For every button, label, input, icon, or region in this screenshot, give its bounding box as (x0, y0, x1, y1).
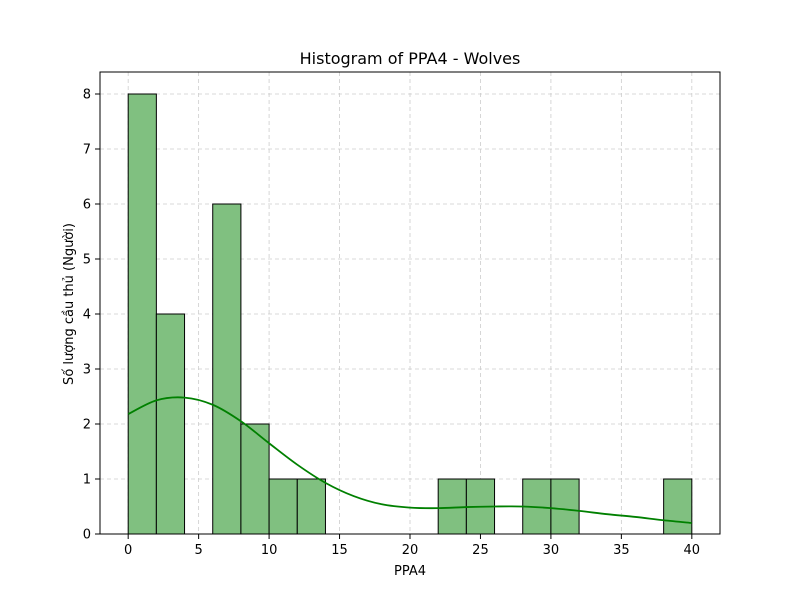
x-tick-label: 40 (684, 543, 701, 558)
x-tick-label: 5 (194, 543, 202, 558)
kde-curve-layer (127, 396, 692, 524)
histogram-bar (155, 313, 186, 535)
histogram-bar (296, 478, 326, 535)
y-tick-label: 0 (83, 528, 91, 543)
kde-curve (127, 396, 692, 524)
histogram-bar (240, 423, 270, 535)
chart-title: Histogram of PPA4 - Wolves (300, 49, 521, 68)
y-tick-label: 5 (83, 253, 91, 268)
histogram-bar (663, 478, 693, 535)
histogram-bar (268, 478, 298, 535)
histogram-bar (550, 478, 580, 535)
histogram-bar (127, 93, 157, 535)
y-tick-label: 4 (83, 308, 91, 323)
x-tick-label: 20 (402, 543, 419, 558)
x-tick-label: 15 (331, 543, 348, 558)
y-tick-label: 7 (83, 143, 91, 158)
x-axis-ticks: 0 5 10 15 20 25 30 35 40 (124, 534, 700, 558)
x-tick-label: 25 (472, 543, 489, 558)
grid (100, 72, 720, 535)
x-tick-label: 30 (543, 543, 560, 558)
x-tick-label: 0 (124, 543, 132, 558)
y-axis-ticks: 0 1 2 3 4 5 6 7 8 (83, 88, 100, 543)
x-tick-label: 35 (613, 543, 630, 558)
y-tick-label: 1 (83, 473, 91, 488)
y-tick-label: 3 (83, 363, 91, 378)
y-tick-label: 8 (83, 88, 91, 103)
x-axis-label: PPA4 (394, 564, 426, 579)
histogram-bar (212, 203, 242, 535)
y-axis-label: Số lượng cầu thủ (Người) (62, 223, 77, 385)
histogram-bars (127, 93, 693, 535)
y-tick-label: 2 (83, 418, 91, 433)
x-tick-label: 10 (261, 543, 278, 558)
y-tick-label: 6 (83, 198, 91, 213)
